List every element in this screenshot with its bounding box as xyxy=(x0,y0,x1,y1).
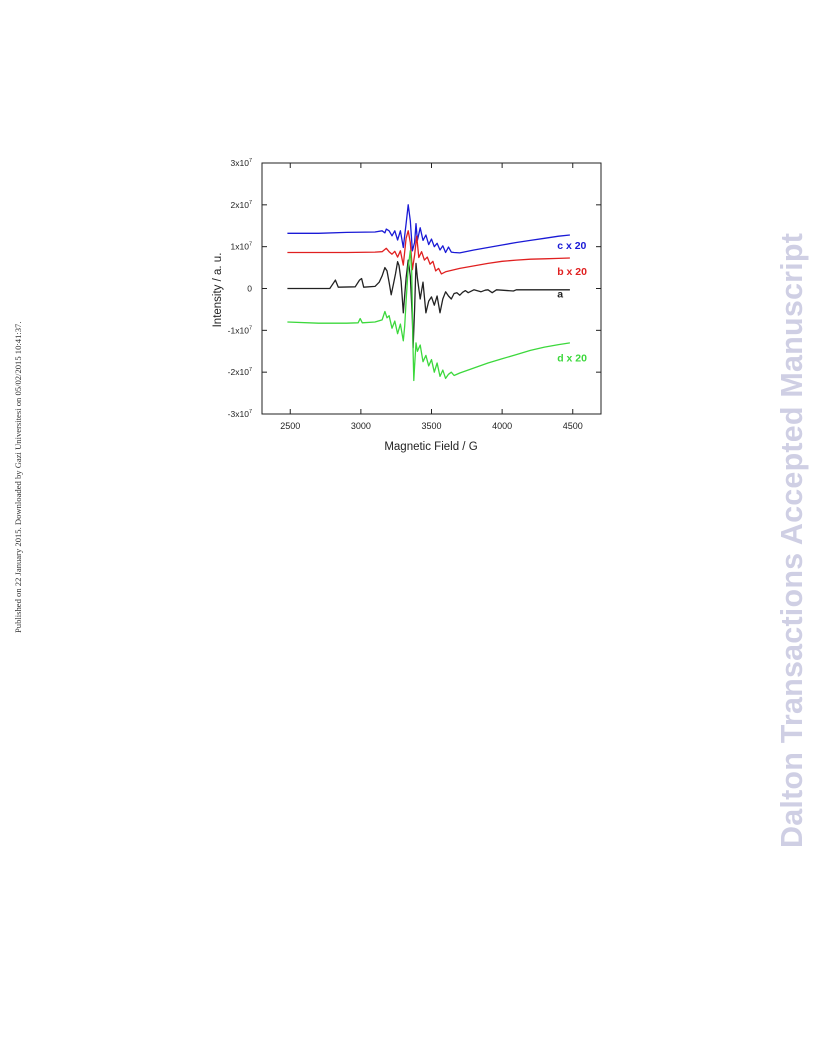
x-axis-label: Magnetic Field / G xyxy=(384,441,477,453)
series-line-c-x-20 xyxy=(287,204,570,254)
series-line-d-x-20 xyxy=(287,250,570,382)
y-tick-label: 0 xyxy=(247,284,252,294)
series-label-c-x-20: c x 20 xyxy=(557,240,586,252)
series-label-b-x-20: b x 20 xyxy=(557,266,587,278)
y-axis-label: Intensity / a. u. xyxy=(212,253,224,328)
y-tick-label: -3x107 xyxy=(228,409,252,419)
series-labels: c x 20 b x 20 a d x 20 xyxy=(557,240,587,365)
y-tick-label: -2x107 xyxy=(228,367,252,377)
x-tick-label: 3000 xyxy=(351,421,371,431)
series-line-a xyxy=(287,259,570,349)
x-tick-label: 3500 xyxy=(421,421,441,431)
x-tick-label: 4000 xyxy=(492,421,512,431)
x-axis-ticks: 2500 3000 3500 4000 4500 xyxy=(280,163,583,431)
y-tick-label: 2x107 xyxy=(231,200,253,210)
series-label-a: a xyxy=(557,289,563,301)
x-tick-label: 4500 xyxy=(563,421,583,431)
y-tick-label: 3x107 xyxy=(231,158,253,168)
series-label-d-x-20: d x 20 xyxy=(557,353,587,365)
series-line-b-x-20 xyxy=(287,230,570,275)
y-tick-label: 1x107 xyxy=(231,242,253,252)
y-axis-ticks: 3x107 2x107 1x107 0 -1x107 -2x107 -3x107 xyxy=(228,158,601,419)
x-tick-label: 2500 xyxy=(280,421,300,431)
y-tick-label: -1x107 xyxy=(228,325,252,335)
series-lines xyxy=(287,204,570,382)
